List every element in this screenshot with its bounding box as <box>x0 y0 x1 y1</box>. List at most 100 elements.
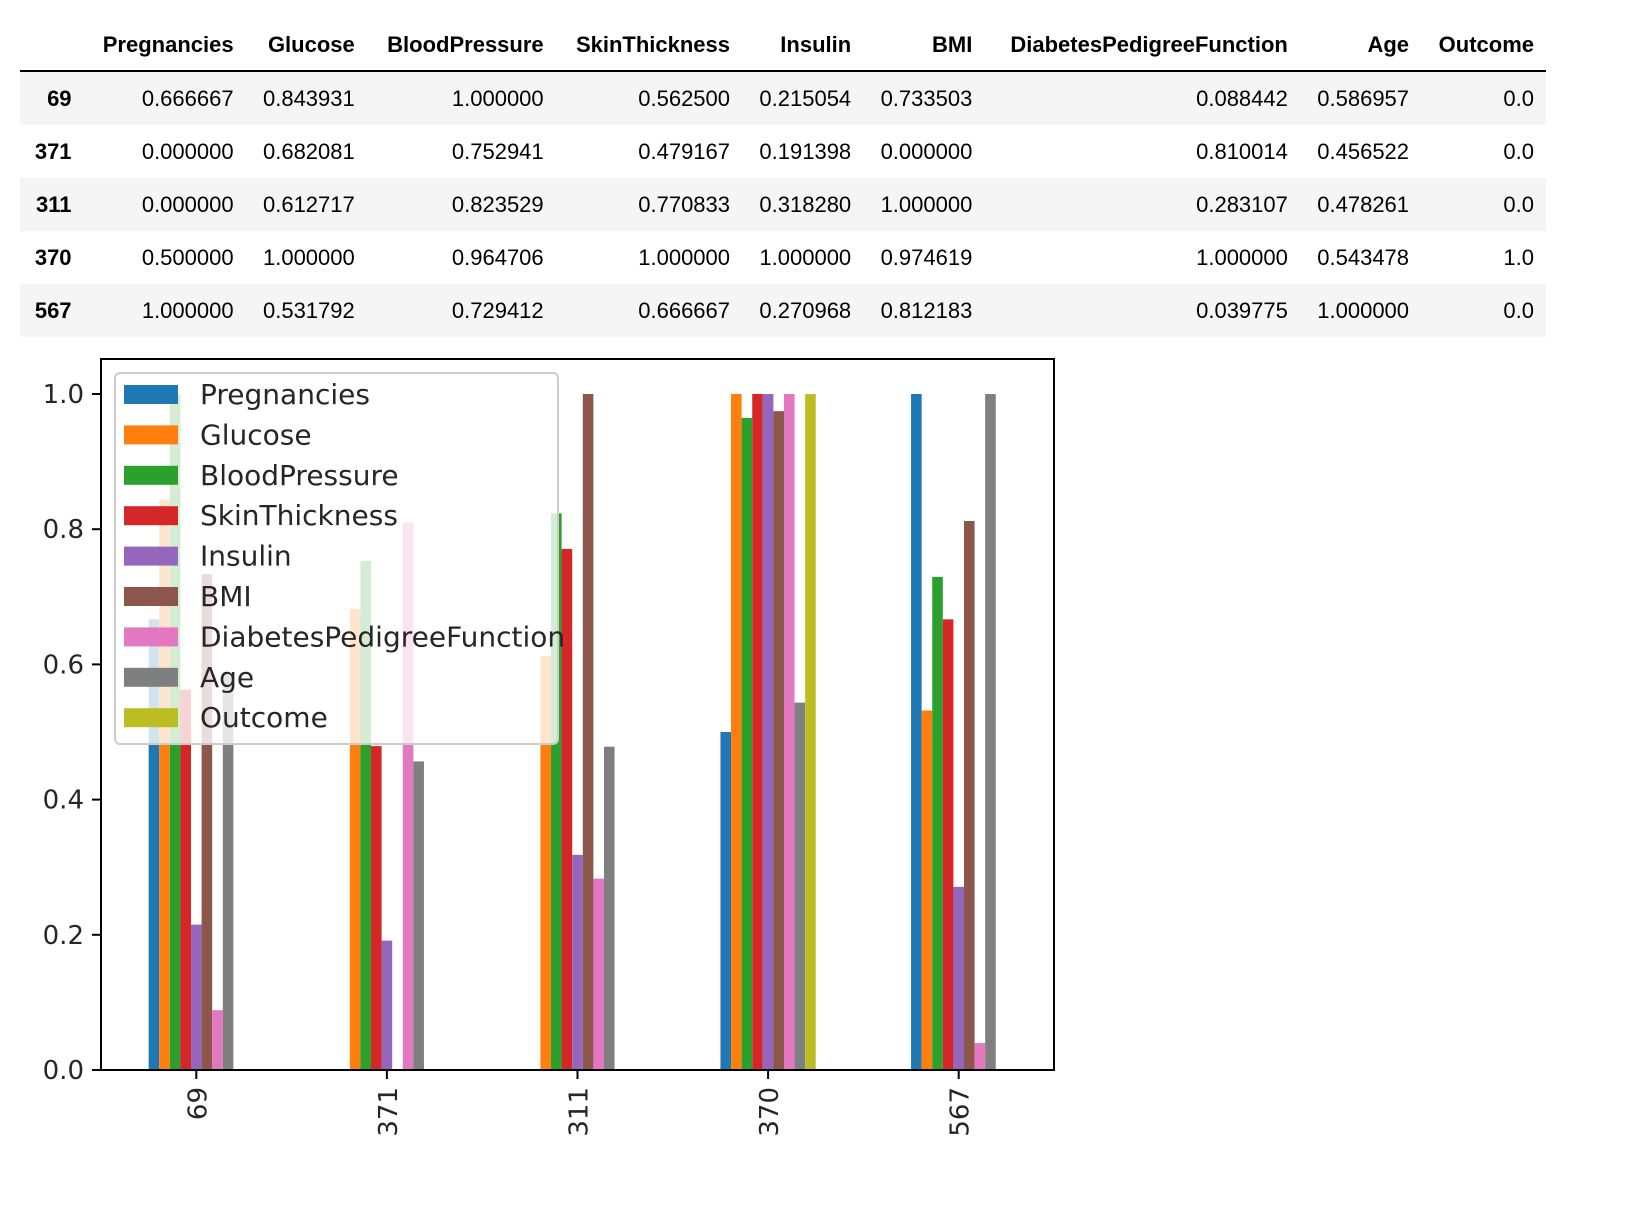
bar <box>413 761 424 1070</box>
table-cell: 1.0 <box>1503 244 1534 270</box>
legend-label: DiabetesPedigreeFunction <box>200 620 565 653</box>
column-header: Outcome <box>1421 20 1546 72</box>
table-cell: 1.000000 <box>759 244 852 270</box>
row-index: 567 <box>34 297 72 323</box>
column-header: Pregnancies <box>83 20 246 72</box>
y-tick-label: 0.2 <box>43 921 84 951</box>
legend-label: Age <box>200 661 254 694</box>
bar <box>349 608 361 1070</box>
bar <box>741 417 753 1070</box>
table-row: 567 1.000000 0.531792 0.729412 0.666667 0.270… <box>20 284 1546 337</box>
table-cell: 0.0 <box>1503 191 1534 217</box>
y-tick-label: 0.8 <box>43 515 84 545</box>
bar <box>752 394 763 1070</box>
legend-box <box>114 372 559 745</box>
column-header: Insulin <box>742 20 864 72</box>
bar <box>159 499 170 1070</box>
bar <box>921 710 933 1070</box>
table-body: 69 0.666667 0.843931 1.000000 0.562500 0.2150… <box>20 71 1546 337</box>
bar <box>932 576 943 1070</box>
table-cell: 0.682081 <box>262 138 355 164</box>
y-tick-label: 0.0 <box>43 1056 84 1086</box>
bar <box>371 746 382 1070</box>
x-tick-label: 311 <box>565 1087 595 1137</box>
table-row: 311 0.000000 0.612717 0.823529 0.770833 0.318… <box>20 178 1546 231</box>
table-cell: 0.500000 <box>141 244 234 270</box>
table-cell: 0.318280 <box>759 191 852 217</box>
bar <box>551 513 562 1070</box>
bar <box>148 619 160 1070</box>
column-header: BMI <box>863 20 985 72</box>
table-row: 69 0.666667 0.843931 1.000000 0.562500 0.2150… <box>20 71 1546 125</box>
bar <box>783 394 795 1070</box>
table-cell: 0.612717 <box>262 191 355 217</box>
table-cell: 0.733503 <box>880 85 973 111</box>
table-row: 371 0.000000 0.682081 0.752941 0.479167 0.191… <box>20 125 1546 178</box>
table-header-row: Pregnancies Glucose BloodPressure SkinThick… <box>20 20 1546 72</box>
bar <box>942 619 954 1070</box>
x-tick-label: 370 <box>755 1087 785 1137</box>
table-cell: 0.270968 <box>759 297 852 323</box>
y-tick-label: 0.4 <box>43 786 84 816</box>
table-cell: 0.843931 <box>262 85 355 111</box>
dataframe-table: Pregnancies Glucose BloodPressure SkinThick… <box>20 20 1546 337</box>
column-header: Glucose <box>245 20 367 72</box>
bar-chart: 0.0 0.2 0.4 0.6 0.8 1.0 69 371 311 370 567 Pregnanc… <box>43 358 1055 1137</box>
column-header: BloodPressure <box>366 20 556 72</box>
table-cell: 1.000000 <box>451 85 544 111</box>
bar <box>402 522 414 1070</box>
legend-swatch <box>124 425 178 445</box>
legend-label: Outcome <box>200 701 328 734</box>
bar <box>773 411 784 1070</box>
column-header: SkinThickness <box>555 20 743 72</box>
table-cell: 0.0 <box>1503 297 1534 323</box>
table-cell: 1.000000 <box>880 191 973 217</box>
table-cell: 1.000000 <box>638 244 731 270</box>
row-index: 69 <box>47 85 72 111</box>
legend: Pregnancies Glucose BloodPressure SkinThick… <box>114 372 565 745</box>
legend-swatch <box>124 627 178 647</box>
bar <box>201 574 213 1070</box>
table-cell: 0.666667 <box>638 297 731 323</box>
legend-swatch <box>124 506 178 526</box>
bar <box>582 394 594 1070</box>
table-cell: 0.666667 <box>141 85 234 111</box>
table-cell: 1.000000 <box>141 297 234 323</box>
bar <box>191 924 202 1070</box>
bar <box>911 394 922 1070</box>
legend-label: Pregnancies <box>200 378 370 411</box>
table-cell: 0.000000 <box>880 138 973 164</box>
table-cell: 0.812183 <box>880 297 973 323</box>
bar <box>762 394 774 1070</box>
bar <box>222 673 234 1070</box>
table-cell: 0.823529 <box>451 191 544 217</box>
table-cell: 0.752941 <box>451 138 544 164</box>
table-cell: 0.562500 <box>638 85 731 111</box>
table-cell: 0.478261 <box>1317 191 1410 217</box>
y-tick-label: 0.6 <box>43 650 84 680</box>
legend-label: Insulin <box>200 540 292 573</box>
table-cell: 0.000000 <box>141 138 234 164</box>
table-cell: 0.964706 <box>451 244 544 270</box>
table-cell: 0.039775 <box>1196 297 1288 323</box>
table-cell: 0.215054 <box>759 85 852 111</box>
bar <box>603 746 615 1070</box>
legend-swatch <box>124 587 178 606</box>
row-index: 371 <box>34 138 72 164</box>
legend-swatch <box>124 465 178 485</box>
legend-label: Glucose <box>200 418 312 451</box>
legend-swatch <box>124 708 178 728</box>
bar <box>985 394 996 1070</box>
bar <box>963 520 975 1070</box>
table-cell: 0.586957 <box>1317 85 1410 111</box>
table-cell: 0.0 <box>1503 85 1534 111</box>
legend-swatch <box>124 667 178 687</box>
row-index: 370 <box>34 244 72 270</box>
bar <box>953 886 964 1070</box>
table-cell: 0.770833 <box>638 191 731 217</box>
bar <box>360 561 372 1070</box>
bar <box>212 1010 223 1070</box>
bar <box>540 655 552 1070</box>
y-tick-label: 1.0 <box>43 380 84 410</box>
dataframe-table-container: Pregnancies Glucose BloodPressure SkinThick… <box>20 20 1546 337</box>
